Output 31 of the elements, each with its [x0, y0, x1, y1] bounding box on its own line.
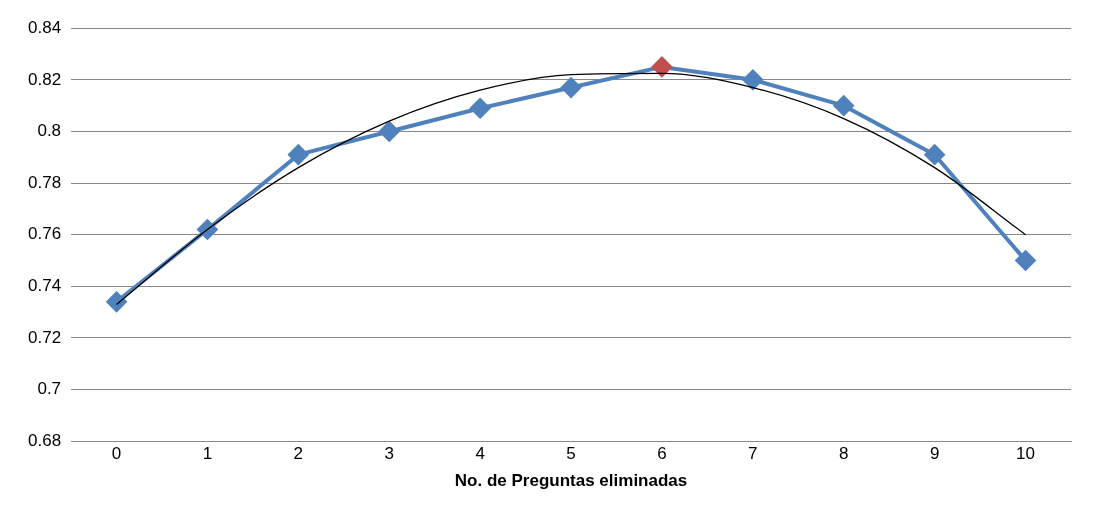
- point: [742, 69, 763, 90]
- y-tick-label: 0.7: [37, 379, 62, 399]
- x-tick-label: 9: [929, 444, 940, 464]
- x-tick-label: 7: [748, 444, 758, 464]
- y-tick-label: 0.72: [27, 327, 62, 347]
- point: [561, 77, 582, 98]
- y-tick-label: 0.82: [27, 69, 62, 89]
- x-tick-label: 3: [384, 444, 394, 464]
- point: [924, 144, 945, 165]
- point: [470, 98, 491, 119]
- point: [1015, 250, 1036, 271]
- y-tick-label: 0.76: [27, 224, 62, 244]
- x-tick-label: 0: [111, 444, 122, 464]
- x-tick-label: 6: [657, 444, 667, 464]
- point: [379, 121, 400, 142]
- y-tick-label: 0.84: [27, 17, 62, 37]
- y-tick-label: 0.74: [27, 276, 62, 296]
- x-tick-label: 5: [566, 444, 576, 464]
- x-tick-label: 2: [293, 444, 304, 464]
- x-tick-label: 4: [475, 444, 485, 464]
- x-axis-title: No. de Preguntas eliminadas: [454, 471, 688, 491]
- point: [106, 291, 127, 312]
- y-tick-label: 0.78: [27, 172, 62, 192]
- x-tick-label: 1: [202, 444, 213, 464]
- point: [288, 144, 309, 165]
- x-tick-label: 8: [839, 444, 849, 464]
- x-tick-label: 10: [1016, 444, 1036, 464]
- point: [833, 95, 854, 116]
- y-tick-label: 0.68: [27, 430, 62, 450]
- point: [651, 56, 672, 77]
- y-tick-label: 0.8: [37, 121, 62, 141]
